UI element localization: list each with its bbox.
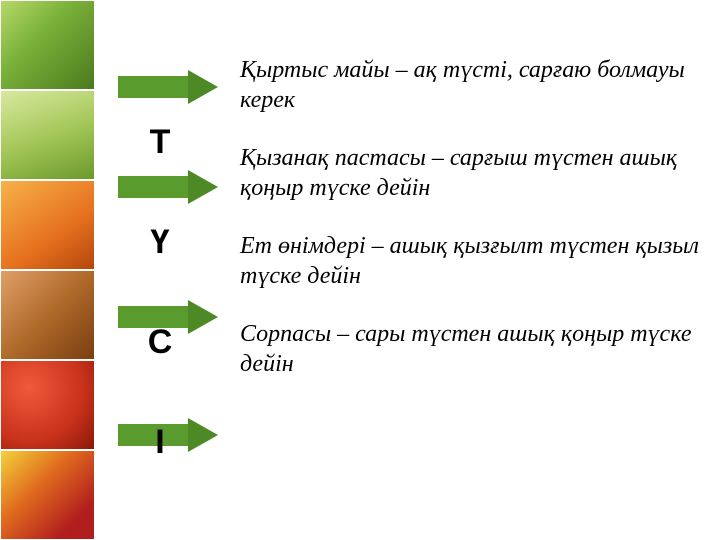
arrow-shaft (118, 76, 190, 98)
arrow-head (188, 300, 218, 334)
food-tile (0, 360, 95, 450)
description-item: Ет өнімдері – ашық қызғылт түстен қызыл … (240, 231, 700, 291)
arrow-head (188, 70, 218, 104)
description-item: Қыртыс майы – ақ түсті, сарғаю болмауы к… (240, 55, 700, 115)
letter: Т (135, 125, 185, 225)
food-tile (0, 270, 95, 360)
vertical-letters: Т Ү С І (135, 125, 185, 525)
description-item: Қызанақ пастасы – сарғыш түстен ашық қоң… (240, 143, 700, 203)
slide: Т Ү С І Қыртыс майы – ақ түсті, сарғаю б… (0, 0, 720, 540)
food-tile (0, 0, 95, 90)
description-item: Сорпасы – сары түстен ашық қоңыр түске д… (240, 319, 700, 379)
letter: С (135, 325, 185, 425)
descriptions: Қыртыс майы – ақ түсті, сарғаю болмауы к… (240, 55, 700, 407)
arrow-icon (118, 70, 218, 104)
arrow-head (188, 170, 218, 204)
letter: Ү (135, 225, 185, 325)
food-tile (0, 90, 95, 180)
arrow-head (188, 418, 218, 452)
food-tile (0, 450, 95, 540)
letter: І (135, 425, 185, 525)
food-tile (0, 180, 95, 270)
food-sidebar (0, 0, 95, 540)
